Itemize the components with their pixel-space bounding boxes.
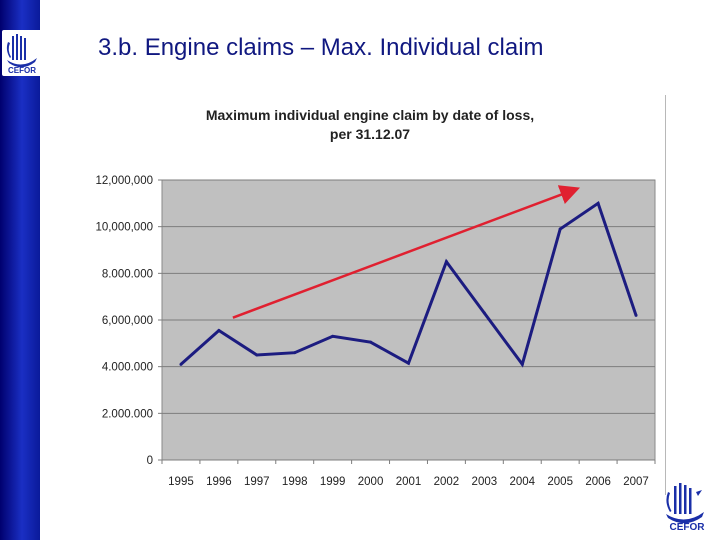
sidebar-decoration [0, 0, 40, 540]
chart-title-line1: Maximum individual engine claim by date … [205, 107, 535, 123]
trend-arrow [232, 185, 581, 319]
y-tick-label: 8.000.000 [102, 268, 153, 280]
x-tick-label: 2003 [472, 476, 498, 488]
data-point [482, 311, 486, 315]
y-tick-label: 2.000.000 [102, 408, 153, 420]
x-tick-label: 2006 [585, 476, 611, 488]
cefor-logo-top: CEFOR [2, 30, 42, 76]
chart-title: Maximum individual engine claim by date … [170, 106, 570, 144]
x-tick-label: 2005 [547, 476, 573, 488]
logo-text: CEFOR [8, 66, 36, 75]
data-point [293, 351, 297, 355]
data-point [331, 334, 335, 338]
data-point [255, 353, 259, 357]
chart-frame [60, 95, 666, 495]
y-tick-label: 10,000,000 [95, 222, 153, 234]
x-tick-label: 1996 [206, 476, 232, 488]
data-point [596, 201, 600, 205]
data-point [369, 340, 373, 344]
data-point [217, 329, 221, 332]
x-tick-label: 2007 [623, 476, 649, 488]
data-point [520, 362, 524, 366]
data-point [179, 362, 183, 366]
y-tick-label: 4.000.000 [102, 362, 153, 374]
data-point [444, 260, 448, 264]
y-tick-label: 12,000,000 [95, 175, 153, 187]
y-tick-label: 0 [147, 455, 153, 467]
slide-title: 3.b. Engine claims – Max. Individual cla… [98, 34, 544, 61]
x-tick-label: 1998 [282, 476, 308, 488]
x-tick-label: 1999 [320, 476, 346, 488]
logo-text-bottom: CEFOR [670, 522, 706, 532]
x-tick-label: 2001 [396, 476, 422, 488]
x-tick-label: 1995 [168, 476, 194, 488]
x-tick-label: 2004 [509, 476, 535, 488]
data-point [407, 361, 410, 365]
y-tick-label: 6,000,000 [102, 315, 153, 327]
data-point [634, 313, 638, 317]
data-point [558, 227, 562, 231]
cefor-logo-bottom: CEFOR [658, 478, 712, 533]
chart-subtitle: per 31.12.07 [329, 126, 411, 142]
x-tick-label: 2000 [358, 476, 384, 488]
x-tick-label: 1997 [244, 476, 270, 488]
x-tick-label: 2002 [434, 476, 460, 488]
